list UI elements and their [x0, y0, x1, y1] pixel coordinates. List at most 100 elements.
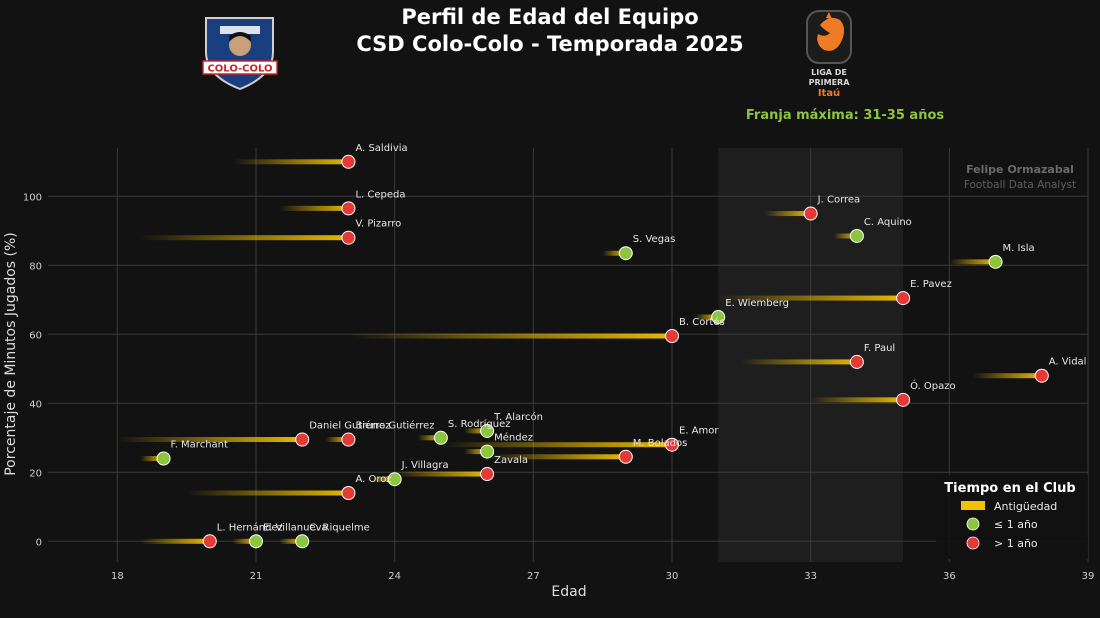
player-point-bruno-gutierrez	[341, 432, 356, 447]
player-label-e-pavez: E. Pavez	[910, 279, 952, 290]
tenure-bar-t-alarcon	[464, 428, 488, 434]
player-point-e-wiemberg	[711, 310, 726, 325]
tenure-bar-mendez	[464, 449, 488, 455]
tenure-bar-l-cepeda	[279, 205, 349, 211]
y-axis-label: Porcentaje de Minutos Jugados (%)	[3, 232, 19, 476]
chart-title-line2: CSD Colo-Colo - Temporada 2025	[356, 32, 743, 56]
player-label-b-cortes: B. Cortés	[679, 316, 725, 328]
tenure-bar-f-marchant	[140, 456, 164, 461]
player-point-c-aquino	[849, 228, 864, 243]
x-axis-label: Edad	[551, 584, 586, 600]
y-tick-label: 40	[29, 399, 42, 410]
x-tick-label: 18	[111, 571, 124, 582]
player-label-s-vegas: S. Vegas	[633, 234, 676, 245]
tenure-bar-a-oroz	[186, 490, 349, 496]
x-tick-label: 30	[666, 571, 679, 582]
tenure-bar-f-paul	[741, 359, 857, 365]
grid-lines	[48, 148, 1089, 562]
axis-ticks: 18 21 24 27 30 33 36 39 0 20 40 60 80 100	[23, 192, 1094, 582]
player-label-bruno-gutierrez: Bruno Gutiérrez	[355, 420, 434, 432]
tenure-bar-zavala	[394, 471, 488, 477]
watermark-role: Football Data Analyst	[964, 179, 1076, 191]
x-tick-label: 39	[1082, 571, 1095, 582]
player-point-j-correa	[803, 206, 818, 221]
player-point-a-saldivia	[341, 154, 356, 169]
tenure-bar-s-rodriguez	[417, 435, 441, 441]
tenure-bar-s-vegas	[602, 250, 626, 256]
player-point-b-cortes	[665, 329, 679, 344]
tenure-bar-bruno-gutierrez	[325, 437, 349, 443]
player-point-v-pizarro	[341, 230, 356, 245]
player-point-e-amor	[665, 437, 679, 452]
club-logo: COLO-COLO	[202, 17, 278, 91]
legend-title: Tiempo en el Club	[944, 481, 1075, 496]
player-point-l-hernandez	[202, 534, 217, 549]
tenure-bars	[117, 159, 1042, 544]
player-point-m-bolados	[618, 449, 633, 464]
player-label-e-villanueva: E. Villanueva	[263, 522, 328, 533]
legend-item-new: ≤ 1 año	[994, 518, 1038, 531]
league-logo: LIGA DE PRIMERA Itaú	[806, 10, 852, 99]
player-point-t-alarcon	[480, 423, 495, 438]
player-label-e-amor: E. Amor	[679, 426, 719, 437]
tenure-bar-v-pizarro	[140, 235, 349, 241]
player-label-daniel-gutierrez: Daniel Gutiérrez	[309, 420, 390, 432]
player-point-l-cepeda	[341, 201, 356, 216]
tenure-bar-l-hernandez	[140, 538, 210, 544]
player-label-e-wiemberg: E. Wiemberg	[725, 298, 789, 309]
y-tick-label: 100	[23, 192, 42, 203]
tenure-bar-j-villagra	[371, 476, 395, 482]
y-tick-label: 80	[29, 261, 42, 272]
player-label-a-vidal: A. Vidal	[1049, 357, 1087, 368]
tenure-bar-j-correa	[764, 211, 811, 217]
player-point-o-opazo	[896, 392, 911, 407]
tenure-bar-daniel-gutierrez	[117, 437, 303, 443]
league-logo-line2: PRIMERA	[809, 78, 851, 87]
watermark-name: Felipe Ormazabal	[966, 163, 1074, 176]
player-label-t-alarcon: T. Alarcón	[493, 411, 543, 423]
player-label-j-villagra: J. Villagra	[401, 460, 449, 471]
legend-new-swatch	[966, 517, 980, 531]
player-label-j-correa: J. Correa	[817, 195, 861, 206]
player-label-c-riquelme: C. Riquelme	[309, 522, 370, 533]
tenure-bar-m-isla	[949, 259, 996, 265]
tenure-bar-m-bolados	[487, 454, 626, 460]
player-point-f-paul	[849, 354, 864, 369]
player-label-a-oroz: A. Oroz	[355, 474, 391, 485]
x-tick-label: 27	[527, 571, 540, 582]
x-tick-label: 21	[250, 571, 263, 582]
player-label-v-pizarro: V. Pizarro	[355, 219, 401, 230]
tenure-bar-c-riquelme	[279, 538, 303, 544]
player-point-c-riquelme	[295, 534, 310, 549]
player-label-a-saldivia: A. Saldivia	[355, 143, 407, 154]
tenure-bar-o-opazo	[810, 397, 904, 403]
player-point-a-vidal	[1034, 368, 1049, 383]
league-logo-line3: Itaú	[818, 87, 840, 99]
club-logo-text: COLO-COLO	[207, 64, 272, 75]
player-points	[156, 154, 1049, 549]
y-tick-label: 0	[36, 537, 42, 548]
player-point-a-oroz	[341, 486, 356, 500]
legend-item-tenure: Antigüedad	[994, 500, 1057, 513]
tenure-bar-b-cortes	[348, 333, 672, 339]
player-label-l-cepeda: L. Cepeda	[355, 189, 405, 200]
x-tick-label: 24	[388, 571, 401, 582]
tenure-bar-e-wiemberg	[695, 314, 719, 320]
player-label-zavala: Zavala	[494, 455, 528, 466]
chart-title-line1: Perfil de Edad del Equipo	[401, 5, 698, 29]
tenure-bar-e-amor	[440, 442, 672, 448]
legend-vet-swatch	[966, 536, 980, 550]
player-label-f-paul: F. Paul	[864, 343, 895, 354]
player-label-l-hernandez: L. Hernández	[217, 521, 283, 533]
player-point-j-villagra	[387, 472, 402, 487]
peak-band-label: Franja máxima: 31-35 años	[746, 108, 945, 123]
player-label-c-aquino: C. Aquino	[864, 217, 912, 228]
tenure-bar-e-pavez	[718, 295, 904, 301]
player-point-zavala	[480, 467, 495, 482]
legend-item-vet: > 1 año	[994, 537, 1038, 550]
tenure-bar-a-vidal	[972, 373, 1042, 379]
x-tick-label: 33	[804, 571, 817, 582]
